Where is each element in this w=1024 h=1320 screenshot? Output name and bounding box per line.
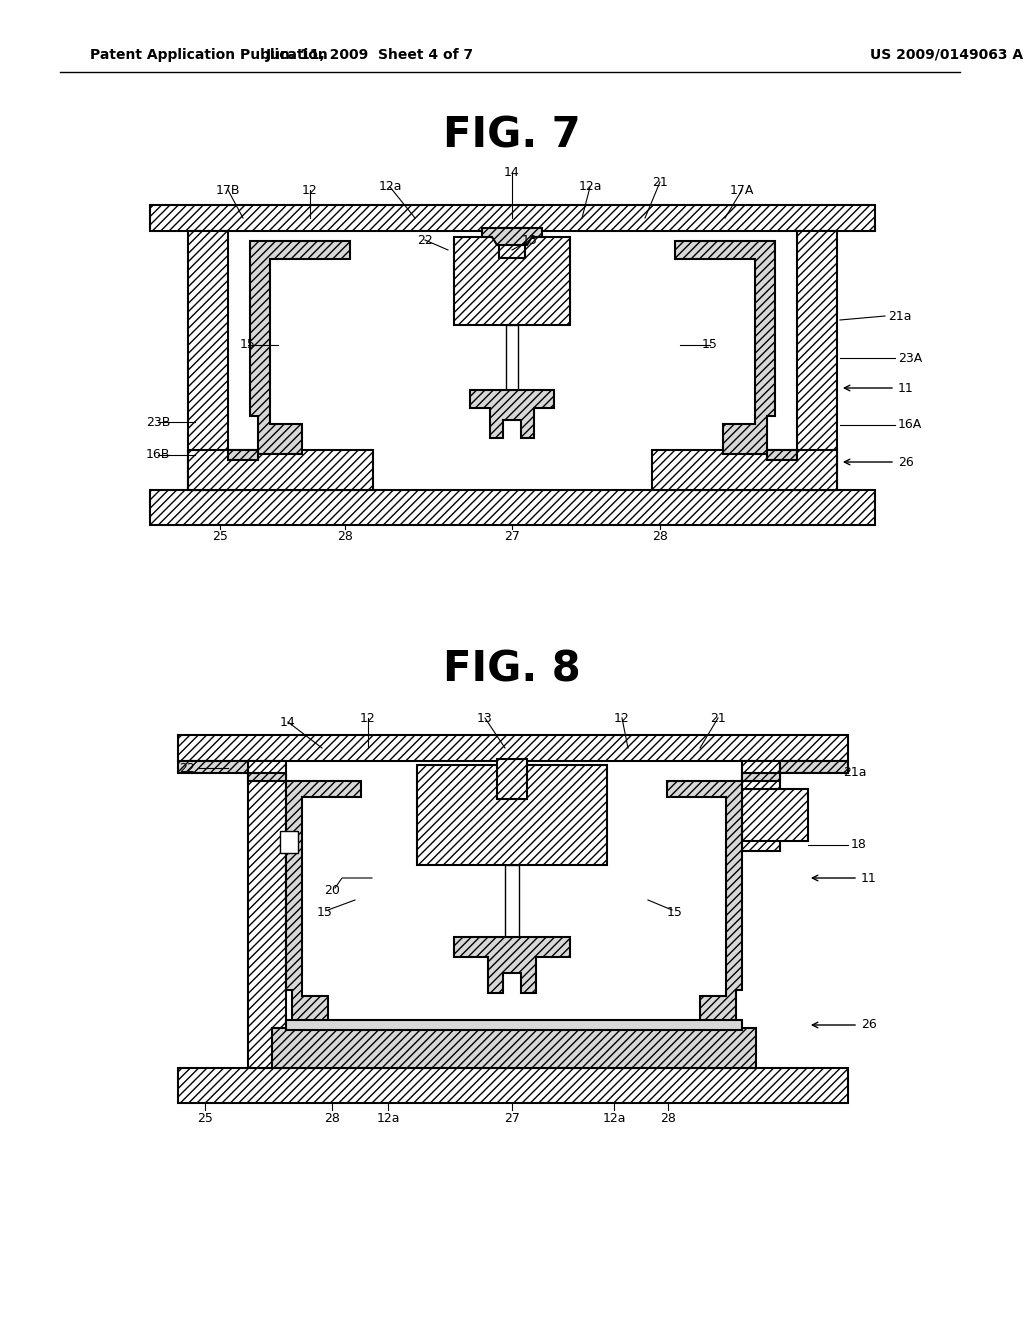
Text: 14: 14 [281, 715, 296, 729]
Text: FIG. 7: FIG. 7 [443, 114, 581, 156]
Polygon shape [286, 781, 361, 1022]
Bar [150, 205, 874, 231]
Bar [178, 735, 848, 762]
Text: 20: 20 [324, 883, 340, 896]
Bar [505, 865, 519, 937]
Bar [797, 231, 837, 490]
Text: 15: 15 [317, 907, 333, 920]
Text: 23B: 23B [145, 416, 170, 429]
Bar [742, 789, 808, 841]
Polygon shape [667, 781, 742, 1022]
Text: 22: 22 [179, 762, 195, 775]
Polygon shape [280, 832, 298, 853]
Bar [454, 238, 570, 325]
Bar [742, 762, 780, 851]
Text: 17A: 17A [730, 183, 755, 197]
Bar [417, 766, 607, 865]
Text: 16A: 16A [898, 418, 923, 432]
Text: 18: 18 [851, 838, 867, 851]
Bar [497, 759, 527, 799]
Text: 15: 15 [667, 907, 683, 920]
Bar [248, 762, 286, 1068]
Text: 23A: 23A [898, 351, 923, 364]
Text: 12: 12 [302, 183, 317, 197]
Text: US 2009/0149063 A1: US 2009/0149063 A1 [870, 48, 1024, 62]
Polygon shape [482, 228, 542, 246]
Bar [188, 231, 228, 490]
Polygon shape [675, 242, 775, 454]
Polygon shape [178, 762, 286, 781]
Bar [188, 450, 373, 490]
Text: 15: 15 [240, 338, 256, 351]
Text: 27: 27 [504, 531, 520, 544]
Text: 15: 15 [702, 338, 718, 351]
Text: 28: 28 [324, 1111, 340, 1125]
Text: 25: 25 [197, 1111, 213, 1125]
Polygon shape [454, 937, 570, 993]
Text: 11: 11 [898, 381, 913, 395]
Text: 13: 13 [477, 711, 493, 725]
Polygon shape [742, 762, 848, 781]
Text: 12: 12 [360, 711, 376, 725]
Text: Patent Application Publication: Patent Application Publication [90, 48, 328, 62]
Text: 28: 28 [660, 1111, 676, 1125]
Text: 21a: 21a [843, 766, 866, 779]
Text: 26: 26 [898, 455, 913, 469]
Text: 12a: 12a [579, 181, 602, 194]
Text: 12: 12 [614, 711, 630, 725]
Text: 12a: 12a [378, 181, 401, 194]
Text: 14: 14 [504, 165, 520, 178]
Text: 28: 28 [337, 531, 353, 544]
Text: 16B: 16B [145, 449, 170, 462]
Bar [506, 325, 518, 389]
Bar [286, 1020, 742, 1030]
Bar [178, 1068, 848, 1104]
Polygon shape [228, 450, 258, 459]
Polygon shape [767, 450, 797, 459]
Text: FIG. 8: FIG. 8 [443, 649, 581, 690]
Text: 28: 28 [652, 531, 668, 544]
Text: 13: 13 [522, 234, 538, 247]
Text: 17B: 17B [216, 183, 241, 197]
Polygon shape [272, 1028, 756, 1068]
Bar [652, 450, 837, 490]
Text: Jun. 11, 2009  Sheet 4 of 7: Jun. 11, 2009 Sheet 4 of 7 [266, 48, 474, 62]
Text: 26: 26 [861, 1019, 877, 1031]
Bar [150, 490, 874, 525]
Text: 25: 25 [212, 531, 228, 544]
Text: 27: 27 [504, 1111, 520, 1125]
Text: 22: 22 [417, 234, 433, 247]
Text: 12a: 12a [602, 1111, 626, 1125]
Text: 21: 21 [652, 176, 668, 189]
Polygon shape [250, 242, 350, 454]
Polygon shape [470, 389, 554, 438]
Bar [499, 228, 525, 257]
Text: 21a: 21a [888, 309, 911, 322]
Text: 11: 11 [861, 871, 877, 884]
Text: 12a: 12a [376, 1111, 399, 1125]
Text: 21: 21 [710, 711, 726, 725]
